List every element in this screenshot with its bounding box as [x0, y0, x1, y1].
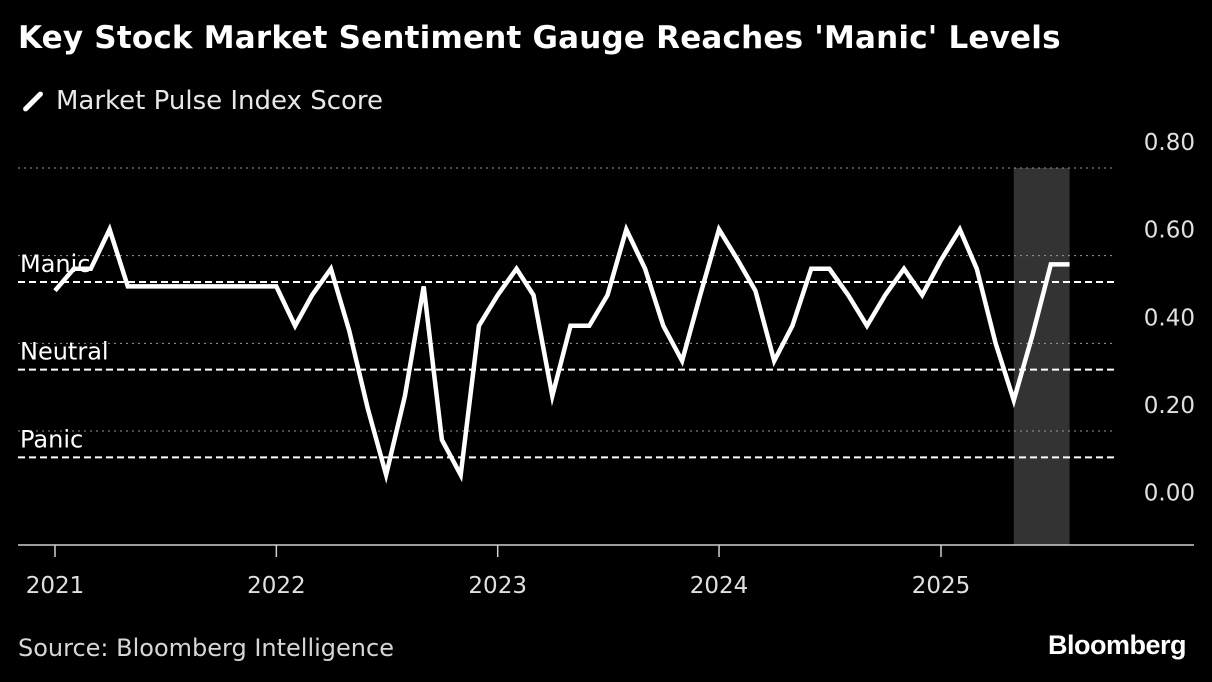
y-tick-label: 0.20: [1144, 393, 1195, 419]
x-tick-label: 2023: [468, 573, 527, 599]
threshold-label-panic: Panic: [20, 425, 83, 453]
legend: Market Pulse Index Score: [18, 86, 383, 116]
brand-logo: Bloomberg: [1047, 630, 1187, 660]
legend-label: Market Pulse Index Score: [56, 86, 384, 116]
x-tick-label: 2024: [690, 573, 749, 599]
source-note: Source: Bloomberg Intelligence: [18, 634, 394, 662]
y-tick-label: 0.40: [1144, 305, 1195, 331]
y-tick-label: 0.60: [1144, 218, 1195, 244]
y-tick-label: 0.00: [1144, 481, 1195, 507]
x-tick-label: 2022: [247, 573, 306, 599]
highlight-band: [1013, 168, 1070, 545]
x-tick-label: 2025: [912, 573, 971, 599]
threshold-label-neutral: Neutral: [20, 338, 109, 366]
threshold-label-manic: Manic: [20, 250, 91, 278]
series-line: [53, 223, 1070, 484]
x-tick-label: 2021: [26, 573, 85, 599]
chart-title: Key Stock Market Sentiment Gauge Reaches…: [18, 20, 1061, 56]
y-tick-label: 0.80: [1144, 130, 1195, 156]
